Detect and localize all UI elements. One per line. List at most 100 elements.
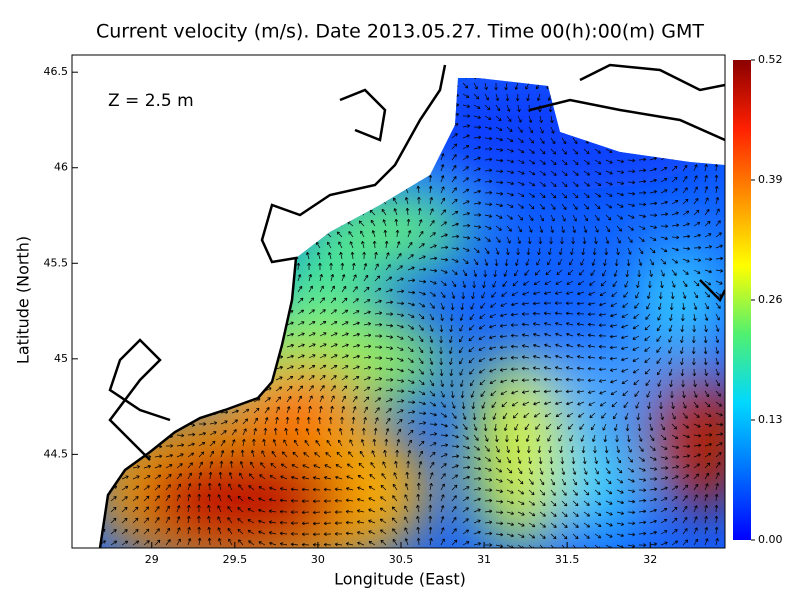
current-arrow — [165, 246, 174, 251]
current-arrow — [555, 332, 563, 337]
current-arrow — [462, 280, 467, 288]
current-arrow — [638, 247, 644, 255]
current-arrow — [132, 434, 140, 439]
current-arrow — [250, 109, 255, 117]
current-arrow — [543, 322, 552, 326]
current-arrow — [694, 72, 700, 76]
current-arrow — [543, 291, 552, 295]
current-arrow — [582, 456, 587, 465]
current-arrow — [176, 538, 181, 546]
current-arrow — [594, 148, 601, 154]
current-arrow — [649, 190, 658, 194]
current-arrow — [462, 82, 469, 89]
current-arrow — [440, 423, 448, 428]
current-arrow — [275, 298, 283, 304]
current-arrow — [258, 541, 266, 546]
current-arrow — [440, 175, 445, 183]
current-arrow — [110, 113, 119, 118]
x-tick-label: 30 — [311, 553, 325, 566]
current-arrow — [715, 197, 720, 205]
current-arrow — [319, 343, 327, 348]
current-arrow — [539, 533, 546, 539]
current-arrow — [510, 333, 519, 338]
current-arrow — [495, 115, 502, 122]
current-arrow — [715, 100, 723, 106]
current-arrow — [395, 449, 399, 458]
current-arrow — [187, 121, 193, 128]
current-arrow — [231, 346, 239, 352]
current-arrow — [314, 99, 321, 106]
current-arrow — [557, 82, 563, 89]
current-arrow — [616, 467, 623, 474]
current-arrow — [89, 435, 95, 438]
current-arrow — [594, 225, 599, 233]
current-arrow — [121, 78, 127, 79]
current-arrow — [176, 453, 184, 458]
current-arrow — [693, 269, 701, 274]
current-arrow — [382, 461, 387, 469]
current-arrow — [656, 357, 662, 364]
current-arrow — [638, 136, 647, 141]
current-arrow — [570, 247, 574, 256]
current-arrow — [78, 270, 84, 274]
current-arrow — [715, 368, 720, 376]
current-arrow — [565, 389, 574, 394]
current-arrow — [493, 423, 498, 432]
current-arrow — [660, 269, 665, 277]
current-arrow — [598, 356, 607, 360]
current-arrow — [605, 489, 613, 495]
current-arrow — [451, 82, 459, 87]
current-arrow — [301, 521, 310, 526]
current-arrow — [668, 324, 673, 332]
current-arrow — [242, 428, 247, 436]
current-arrow — [649, 156, 657, 161]
current-arrow — [594, 511, 602, 516]
current-arrow — [290, 498, 299, 503]
current-arrow — [385, 417, 391, 425]
current-arrow — [263, 427, 268, 436]
current-arrow — [308, 297, 315, 304]
current-arrow — [100, 412, 104, 420]
current-arrow — [599, 390, 607, 395]
current-arrow — [647, 401, 651, 410]
current-arrow — [360, 98, 365, 106]
current-arrow — [341, 343, 349, 348]
current-arrow — [268, 531, 277, 535]
current-arrow — [581, 247, 586, 256]
current-arrow — [78, 281, 82, 286]
current-arrow — [349, 87, 354, 95]
current-arrow — [534, 61, 540, 64]
current-arrow — [330, 354, 338, 359]
current-arrow — [561, 170, 568, 176]
current-arrow — [120, 291, 125, 300]
current-arrow — [671, 434, 679, 440]
current-arrow — [660, 189, 668, 194]
current-arrow — [561, 181, 568, 188]
current-arrow — [250, 450, 255, 458]
current-arrow — [330, 321, 338, 326]
current-arrow — [627, 104, 633, 112]
current-arrow — [418, 89, 426, 95]
current-arrow — [264, 275, 270, 282]
current-arrow — [77, 303, 80, 310]
current-arrow — [232, 59, 239, 62]
current-arrow — [561, 467, 566, 475]
current-arrow — [220, 230, 225, 238]
current-arrow — [649, 269, 653, 278]
current-arrow — [682, 291, 687, 299]
current-arrow — [660, 200, 668, 205]
current-arrow — [324, 464, 332, 469]
current-arrow — [270, 463, 277, 469]
current-arrow — [341, 406, 346, 414]
current-arrow — [385, 252, 390, 260]
current-arrow — [605, 225, 611, 233]
current-arrow — [616, 478, 624, 484]
current-arrow — [605, 522, 613, 527]
current-arrow — [451, 434, 459, 439]
current-arrow — [279, 498, 288, 503]
current-arrow — [495, 137, 503, 142]
current-arrow — [521, 390, 530, 394]
current-arrow — [627, 510, 636, 515]
current-arrow — [177, 72, 183, 76]
current-arrow — [107, 357, 112, 365]
